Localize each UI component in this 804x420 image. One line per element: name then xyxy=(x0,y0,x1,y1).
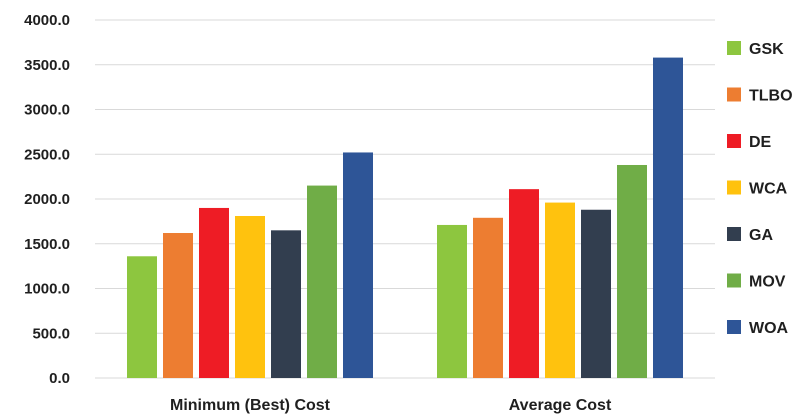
legend-swatch-woa xyxy=(727,320,741,334)
y-tick-label: 2000.0 xyxy=(24,191,70,208)
y-tick-label: 1500.0 xyxy=(24,236,70,253)
legend-swatch-gsk xyxy=(727,41,741,55)
gridlines xyxy=(95,19,715,379)
bar-de-average-cost xyxy=(509,189,539,378)
bar-wca-minimum-cost xyxy=(235,216,265,378)
legend-swatch-ga xyxy=(727,227,741,241)
legend-swatch-wca xyxy=(727,180,741,195)
legend-swatch-de xyxy=(727,134,741,148)
bar-mov-minimum-cost xyxy=(307,185,337,378)
bar-gsk-average-cost xyxy=(437,224,467,378)
legend-label-gsk: GSK xyxy=(749,41,784,58)
bar-tlbo-minimum-cost xyxy=(163,233,193,378)
y-tick-label: 4000.0 xyxy=(24,12,70,29)
bar-de-minimum-cost xyxy=(199,207,229,378)
y-axis-tick-labels: 0.0 500.0 1000.0 1500.0 2000.0 2500.0 3000.0 35… xyxy=(24,12,70,387)
legend-label-woa: WOA xyxy=(749,320,789,337)
x-axis-category-labels: Minimum (Best) Cost Average Cost xyxy=(170,397,612,414)
bar-wca-average-cost xyxy=(545,202,575,378)
y-tick-label: 2500.0 xyxy=(24,146,70,163)
y-tick-label: 0.0 xyxy=(49,370,70,387)
bar-tlbo-average-cost xyxy=(473,217,503,378)
bar-ga-average-cost xyxy=(581,209,611,378)
legend-label-ga: GA xyxy=(749,227,773,244)
bar-woa-minimum-cost xyxy=(343,152,373,378)
bar-ga-minimum-cost xyxy=(271,230,301,378)
legend-label-tlbo: TLBO xyxy=(749,88,793,105)
y-tick-label: 3000.0 xyxy=(24,102,70,119)
bar-woa-average-cost xyxy=(653,57,683,379)
bar-mov-average-cost xyxy=(617,164,647,378)
bars xyxy=(127,57,683,379)
x-category-label: Minimum (Best) Cost xyxy=(170,397,331,414)
y-tick-label: 3500.0 xyxy=(24,57,70,74)
y-tick-label: 1000.0 xyxy=(24,281,70,298)
legend-swatch-mov xyxy=(727,273,741,288)
legend-label-mov: MOV xyxy=(749,274,786,291)
legend: GSK TLBO DE WCA GA MOV WOA xyxy=(727,41,793,337)
bar-gsk-minimum-cost xyxy=(127,256,157,378)
y-tick-label: 500.0 xyxy=(32,325,70,342)
legend-swatch-tlbo xyxy=(727,87,741,102)
legend-label-wca: WCA xyxy=(749,181,788,198)
legend-label-de: DE xyxy=(749,134,772,151)
x-category-label: Average Cost xyxy=(509,397,612,414)
